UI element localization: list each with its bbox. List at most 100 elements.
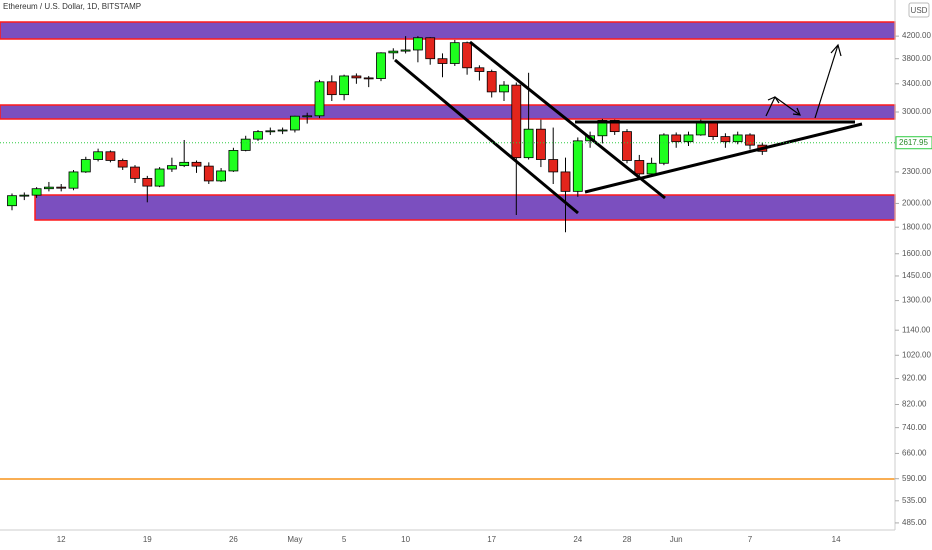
y-tick-label: 3000.00	[902, 107, 931, 116]
candle-body	[351, 75, 362, 79]
candle-body	[363, 77, 374, 80]
candle-body	[486, 71, 497, 93]
y-tick-label: 1600.00	[902, 249, 931, 258]
y-tick-label: 3800.00	[902, 54, 931, 63]
drawings	[394, 40, 863, 215]
candle-body	[93, 151, 103, 160]
candle-body	[437, 58, 448, 64]
candle-body	[683, 134, 694, 143]
x-tick-label: 24	[573, 535, 582, 544]
candle-body	[166, 165, 177, 170]
y-tick-label: 2300.00	[902, 167, 931, 176]
currency-label: USD	[911, 6, 928, 15]
candle-body	[646, 162, 657, 175]
candle-body	[80, 159, 91, 173]
candle-body	[412, 37, 423, 51]
candle-body	[339, 75, 350, 96]
y-tick-label: 590.00	[902, 474, 927, 483]
candle-body	[388, 50, 399, 54]
chart-title: Ethereum / U.S. Dollar, 1D, BITSTAMP	[3, 2, 141, 11]
candle-body	[179, 161, 190, 167]
y-tick-label: 2000.00	[902, 199, 931, 208]
x-tick-label: 14	[832, 535, 841, 544]
candle-body	[720, 136, 731, 143]
x-tick-label: 10	[401, 535, 410, 544]
candle-body	[634, 160, 645, 175]
x-tick-label: Jun	[670, 535, 683, 544]
candle-body	[499, 84, 509, 93]
arrow-head	[830, 43, 842, 57]
candle-body	[68, 171, 79, 189]
candle-body	[572, 140, 583, 192]
candle-body	[228, 150, 239, 172]
x-tick-label: 17	[487, 535, 496, 544]
y-tick-label: 1140.00	[902, 325, 931, 334]
candle-body	[400, 49, 411, 52]
candle-body	[462, 42, 473, 69]
trend-line	[584, 122, 863, 194]
candle-body	[560, 171, 571, 192]
candle-body	[56, 186, 67, 189]
trend-line	[394, 58, 579, 215]
candle-body	[302, 115, 313, 118]
support-zone	[34, 194, 896, 221]
candle-body	[474, 67, 485, 72]
y-tick-label: 920.00	[902, 374, 927, 383]
candle-body	[548, 159, 559, 173]
candle-body	[105, 151, 116, 161]
candle-body	[536, 128, 546, 160]
y-tick-label: 740.00	[902, 423, 927, 432]
arrow-head	[792, 107, 801, 116]
candle-body	[659, 134, 669, 164]
candle-body	[732, 134, 743, 143]
candle-body	[7, 195, 17, 207]
candle-body	[240, 138, 251, 151]
arrow-head	[767, 96, 780, 104]
y-tick-label: 3400.00	[902, 79, 931, 88]
candle-body	[671, 134, 682, 143]
candle-body	[326, 81, 337, 96]
x-tick-label: 12	[57, 535, 66, 544]
candle-body	[19, 194, 30, 197]
candle-body	[745, 134, 755, 146]
candle-body	[314, 81, 325, 117]
candle-body	[622, 131, 632, 161]
last-price-box	[895, 136, 932, 150]
y-tick-label: 1300.00	[902, 296, 931, 305]
candle-body	[708, 122, 718, 138]
candle-body	[609, 120, 620, 133]
candle-body	[130, 166, 140, 179]
y-tick-label: 820.00	[902, 400, 927, 409]
x-tick-label: 26	[229, 535, 238, 544]
candle-body	[154, 168, 165, 187]
candle-body	[277, 129, 288, 132]
candle-body	[216, 170, 227, 182]
candle-body	[425, 37, 436, 60]
candle-body	[265, 130, 276, 133]
candle-body	[449, 42, 460, 64]
y-tick-label: 1800.00	[902, 222, 931, 231]
candle-body	[203, 165, 214, 182]
candle-body	[597, 120, 608, 137]
candle-body	[117, 160, 128, 168]
y-tick-label: 485.00	[902, 518, 927, 527]
last-price-label: 2617.95	[899, 138, 928, 147]
candle-body	[523, 128, 534, 159]
candle-body	[44, 186, 54, 190]
resistance-zone	[0, 21, 896, 40]
candle-body	[253, 131, 263, 140]
y-tick-label: 1450.00	[902, 271, 931, 280]
trend-line	[469, 40, 666, 200]
x-tick-label: May	[287, 535, 302, 544]
currency-button[interactable]	[908, 2, 930, 18]
y-tick-label: 535.00	[902, 496, 927, 505]
resistance-zone	[0, 104, 896, 120]
arrows	[765, 43, 842, 119]
candle-body	[142, 177, 153, 187]
x-tick-label: 7	[748, 535, 753, 544]
y-tick-label: 660.00	[902, 449, 927, 458]
candle-body	[191, 161, 202, 167]
candle-body	[289, 115, 300, 131]
